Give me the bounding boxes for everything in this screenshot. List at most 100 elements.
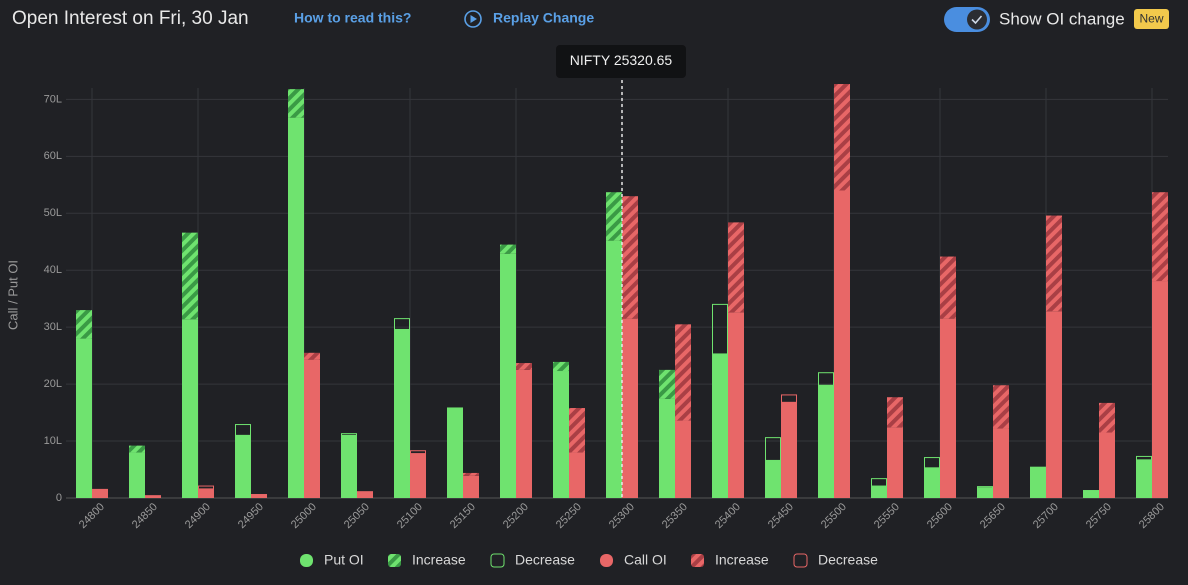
replay-icon[interactable] <box>464 10 482 28</box>
replay-link[interactable]: Replay Change <box>493 10 594 26</box>
legend-swatch <box>490 553 505 568</box>
bar-hatch <box>553 361 569 372</box>
bar-solid <box>553 371 569 498</box>
bar-solid <box>463 475 479 498</box>
bar-solid <box>447 407 463 498</box>
bar-outline <box>410 450 426 455</box>
legend-swatch <box>691 554 704 567</box>
bar-solid <box>834 190 850 498</box>
y-tick-label: 20L <box>44 378 62 390</box>
bar-solid <box>659 398 675 498</box>
bar-outline <box>394 318 410 330</box>
bar-hatch <box>606 192 622 241</box>
bar-solid <box>924 467 940 498</box>
bar-hatch <box>728 222 744 313</box>
bar-hatch <box>1099 402 1115 433</box>
legend-swatch <box>793 553 808 568</box>
bar-hatch <box>463 472 479 476</box>
bar-outline <box>341 433 357 436</box>
bar-hatch <box>182 232 198 320</box>
bar-solid <box>1083 490 1099 498</box>
bar-solid <box>1030 466 1046 498</box>
bar-solid <box>887 427 903 498</box>
legend-label: Call OI <box>624 552 667 568</box>
bar-solid <box>1099 432 1115 498</box>
toggle-knob <box>967 9 987 30</box>
help-link[interactable]: How to read this? <box>294 10 411 26</box>
bar-hatch <box>887 397 903 428</box>
y-tick-label: 0 <box>56 492 62 504</box>
legend-label: Increase <box>715 552 769 568</box>
toggle-label: Show OI change <box>999 9 1125 28</box>
bar-solid <box>235 435 251 498</box>
bar-solid <box>251 494 267 498</box>
bar-outline <box>924 457 940 469</box>
y-tick-label: 10L <box>44 435 62 447</box>
badge-text: New <box>1139 12 1163 26</box>
y-tick-label: 60L <box>44 150 62 162</box>
bar-solid <box>622 318 638 498</box>
y-tick-label: 70L <box>44 93 62 105</box>
bar-hatch <box>940 256 956 319</box>
bar-outline <box>781 394 797 403</box>
bar-solid <box>569 452 585 498</box>
bar-solid <box>818 385 834 498</box>
bar-hatch <box>834 84 850 191</box>
toggle-check <box>971 15 983 25</box>
bar-solid <box>516 369 532 498</box>
bar-solid <box>182 319 198 498</box>
chart-title: Open Interest on Fri, 30 Jan <box>12 8 249 29</box>
bar-hatch <box>659 369 675 399</box>
bar-solid <box>394 329 410 498</box>
bar-hatch <box>500 244 516 254</box>
bar-outline <box>712 303 728 355</box>
bar-outline <box>1136 455 1152 461</box>
y-tick-label: 40L <box>44 264 62 276</box>
bar-hatch <box>76 310 92 339</box>
bar-solid <box>765 460 781 498</box>
legend-label: Decrease <box>515 552 575 568</box>
legend-swatch <box>600 554 613 567</box>
bar-hatch <box>304 352 320 360</box>
bar-outline <box>871 478 887 487</box>
bar-hatch <box>622 196 638 319</box>
bar-solid <box>977 487 993 498</box>
bar-solid <box>145 495 161 498</box>
legend-label: Put OI <box>324 552 364 568</box>
bar-solid <box>500 253 516 498</box>
bar-solid <box>871 486 887 498</box>
bar-hatch <box>675 324 691 421</box>
y-tick-label: 30L <box>44 321 62 333</box>
badge <box>1134 9 1169 29</box>
bar-solid <box>341 435 357 498</box>
bar-outline <box>818 372 834 386</box>
y-tick-label: 50L <box>44 207 62 219</box>
bar-hatch <box>288 89 304 118</box>
legend-label: Decrease <box>818 552 878 568</box>
bar-outline <box>977 486 993 489</box>
bar-solid <box>357 491 373 498</box>
bar-solid <box>993 428 1009 498</box>
bar-hatch <box>569 408 585 453</box>
bar-hatch <box>1046 215 1062 312</box>
bar-solid <box>288 117 304 498</box>
bar-solid <box>712 353 728 498</box>
bar-hatch <box>993 385 1009 429</box>
bar-solid <box>940 318 956 498</box>
bar-solid <box>410 453 426 498</box>
bar-solid <box>304 359 320 498</box>
spot-tooltip <box>556 45 686 78</box>
bar-solid <box>76 338 92 498</box>
bar-solid <box>1136 459 1152 498</box>
legend-label: Increase <box>412 552 466 568</box>
bar-hatch <box>516 363 532 370</box>
bar-solid <box>675 420 691 498</box>
bar-solid <box>781 402 797 498</box>
bar-hatch <box>1152 192 1168 282</box>
spot-label: NIFTY 25320.65 <box>570 52 673 68</box>
bar-outline <box>235 424 251 436</box>
